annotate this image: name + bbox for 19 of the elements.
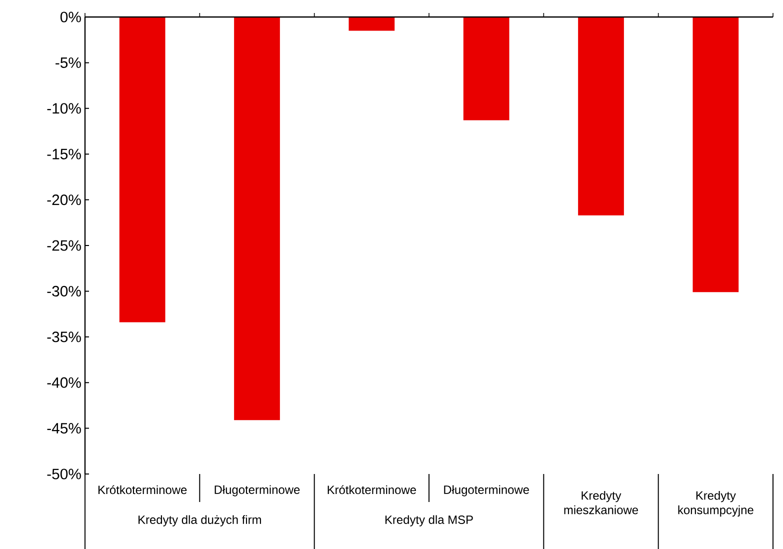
y-tick-label: 0% bbox=[60, 12, 81, 22]
y-tick-label: -35% bbox=[47, 332, 81, 342]
x-tick-label: Krótkoterminowe bbox=[328, 485, 416, 494]
y-tick-label: -15% bbox=[47, 148, 81, 160]
x-tick-label: Kredyty konsumpcyjne bbox=[678, 490, 754, 517]
y-tick-label: -50% bbox=[47, 468, 81, 480]
x-tick-label: Krótkoterminowe bbox=[98, 485, 187, 494]
x-tick-label: Długoterminowe bbox=[214, 485, 300, 496]
text: Kredyty dla MSP bbox=[385, 515, 473, 526]
y-tick-label: -20% bbox=[47, 194, 81, 206]
x-tick-label: Długoterminowe bbox=[444, 485, 529, 496]
y-tick-label: -25% bbox=[47, 240, 81, 251]
y-tick-label: -45% bbox=[47, 423, 81, 434]
y-tick-label: -40% bbox=[47, 377, 81, 388]
text: Kredyty dla dużych firm bbox=[138, 515, 261, 526]
y-tick-label: -5% bbox=[56, 57, 81, 68]
y-tick-label: -30% bbox=[47, 286, 81, 296]
x-tick-label: Kredyty mieszkaniowe bbox=[564, 490, 638, 514]
y-tick-label: -10% bbox=[47, 103, 81, 114]
